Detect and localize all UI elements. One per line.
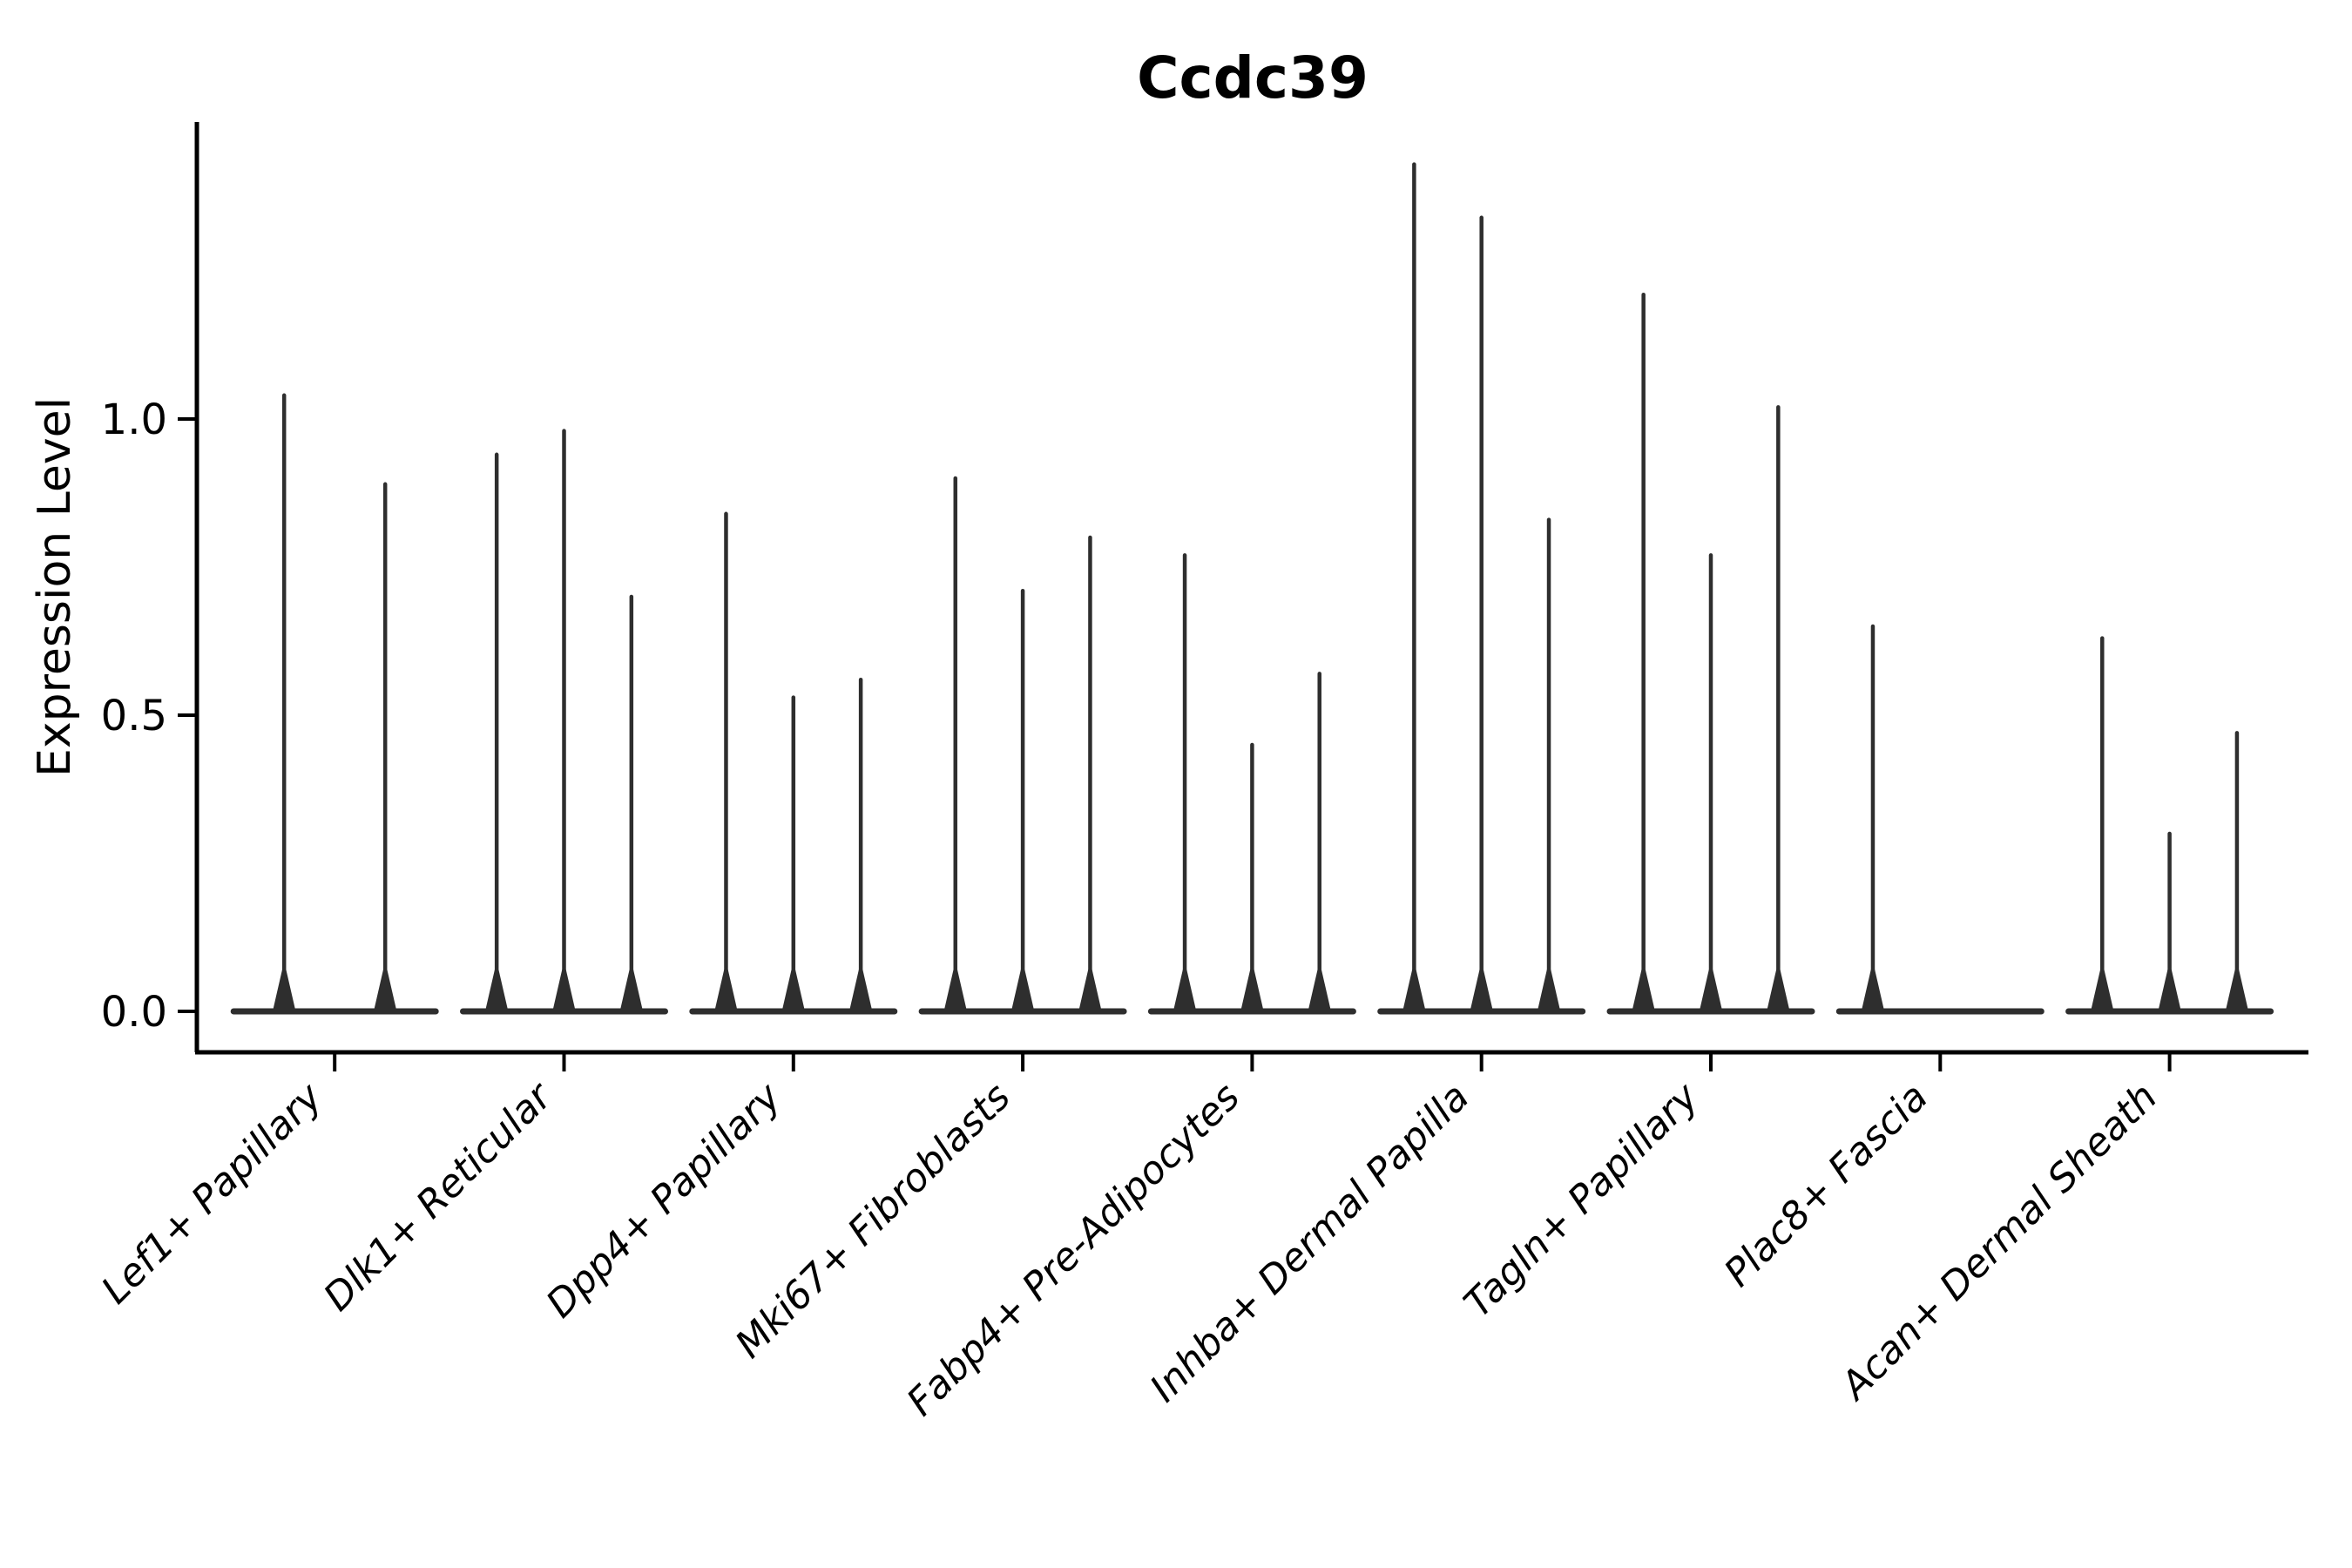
- y-tick-label: 0.0: [101, 988, 167, 1037]
- y-axis-label: Expression Level: [29, 397, 81, 777]
- x-tick-label: Lef1+ Papillary: [93, 1074, 332, 1313]
- x-tick-label: Plac8+ Fascia: [1716, 1075, 1936, 1295]
- y-tick-label: 1.0: [101, 395, 167, 444]
- y-tick-label: 0.5: [101, 692, 167, 740]
- x-tick-label: Dlk1+ Reticular: [315, 1073, 562, 1320]
- x-tick-label: Tagln+ Papillary: [1456, 1074, 1707, 1326]
- chart-title: Ccdc39: [1137, 44, 1369, 112]
- x-tick-label: Dpp4+ Papillary: [538, 1074, 791, 1327]
- violins-group: [230, 162, 2274, 1015]
- x-tick-group: [333, 1052, 2172, 1071]
- y-tick-group: 0.0 0.5 1.0: [101, 395, 197, 1037]
